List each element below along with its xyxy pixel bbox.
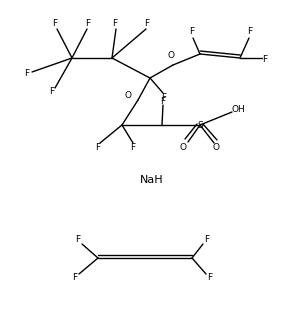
Text: F: F xyxy=(204,236,209,245)
Text: F: F xyxy=(112,19,118,28)
Text: F: F xyxy=(72,273,78,282)
Text: F: F xyxy=(24,69,29,78)
Text: F: F xyxy=(144,19,150,28)
Text: F: F xyxy=(75,236,81,245)
Text: O: O xyxy=(179,143,186,152)
Text: O: O xyxy=(212,143,219,152)
Text: F: F xyxy=(262,55,268,64)
Text: NaH: NaH xyxy=(140,175,164,185)
Text: F: F xyxy=(247,28,253,37)
Text: F: F xyxy=(189,28,195,37)
Text: F: F xyxy=(85,19,91,28)
Text: F: F xyxy=(50,87,54,96)
Text: F: F xyxy=(207,273,212,282)
Text: O: O xyxy=(125,91,132,100)
Text: F: F xyxy=(52,19,57,28)
Text: O: O xyxy=(168,51,174,60)
Text: OH: OH xyxy=(231,105,245,114)
Text: F: F xyxy=(161,98,166,107)
Text: S: S xyxy=(197,121,203,130)
Text: F: F xyxy=(95,143,101,152)
Text: F: F xyxy=(130,143,136,152)
Text: F: F xyxy=(161,92,167,101)
